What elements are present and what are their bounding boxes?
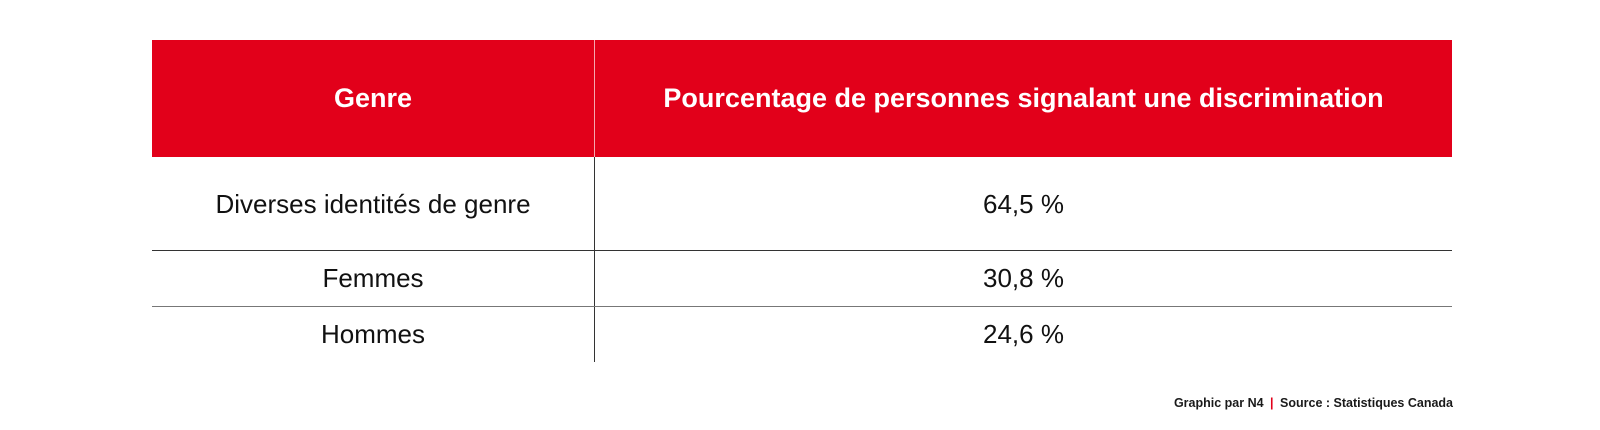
row-genre-label: Femmes <box>152 251 595 306</box>
data-table: Genre Pourcentage de personnes signalant… <box>152 40 1452 362</box>
row-percentage-value: 64,5 % <box>983 189 1064 219</box>
row-genre-label: Hommes <box>152 307 595 362</box>
table-row: Femmes 30,8 % <box>152 251 1452 307</box>
row-genre-label: Diverses identités de genre <box>152 157 595 250</box>
footer-credit: Graphic par N4 | Source : Statistiques C… <box>1174 396 1453 410</box>
header-genre: Genre <box>152 40 595 157</box>
footer-separator: | <box>1270 396 1274 410</box>
footer-credit-text: Graphic par N4 <box>1173 396 1264 410</box>
header-percentage: Pourcentage de personnes signalant une d… <box>663 83 1384 113</box>
row-percentage-value: 30,8 % <box>983 263 1064 293</box>
table-row: Hommes 24,6 % <box>152 307 1452 362</box>
table-row: Diverses identités de genre 64,5 % <box>152 157 1452 251</box>
footer-source-text: Source : Statistiques Canada <box>1280 396 1453 410</box>
row-percentage-value: 24,6 % <box>983 319 1064 349</box>
table-header-row: Genre Pourcentage de personnes signalant… <box>152 40 1452 157</box>
